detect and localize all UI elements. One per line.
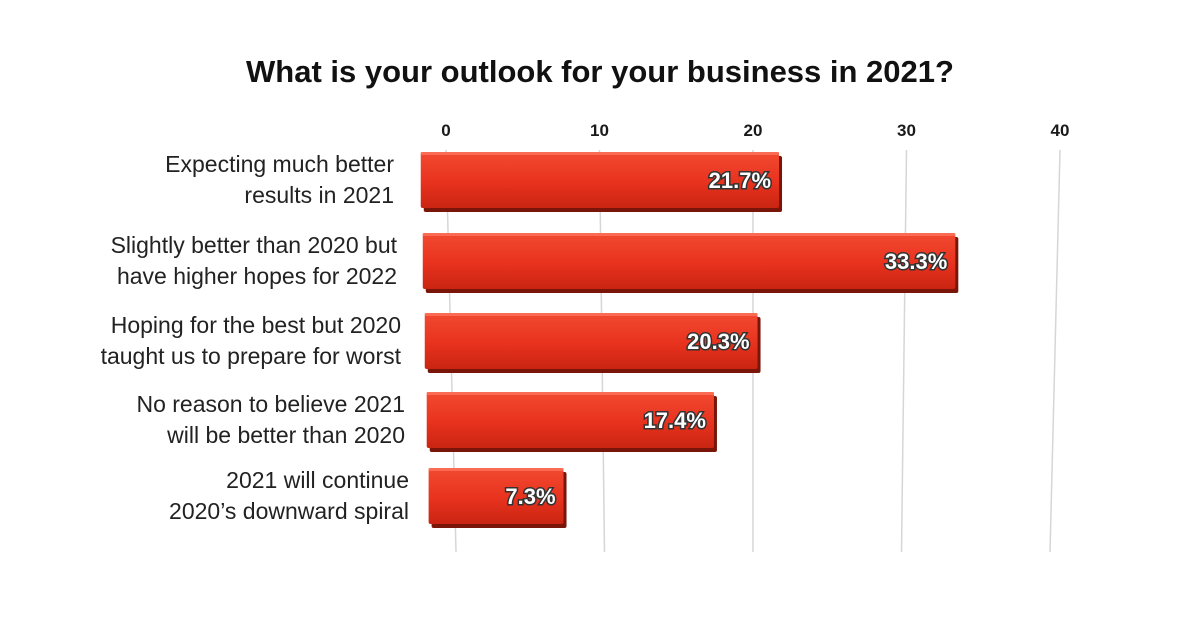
bar-highlight [424,313,758,316]
chart-title: What is your outlook for your business i… [246,54,954,89]
category-label-line: will be better than 2020 [166,422,405,448]
bar: 17.4% [426,392,717,452]
bar-value-label: 20.3% [687,329,749,354]
bar-rect [428,468,564,524]
bar-highlight [420,152,780,155]
bar-rect [426,392,714,448]
bar-value-label: 33.3% [885,249,947,274]
bar: 33.3% [422,233,959,293]
category-label-line: have higher hopes for 2022 [117,263,397,289]
category-label-line: Slightly better than 2020 but [111,232,398,258]
category-label-line: Expecting much better [165,151,394,177]
bar-value-label: 21.7% [709,168,771,193]
category-label-line: results in 2021 [244,182,394,208]
x-tick-label: 20 [744,121,763,140]
bar: 21.7% [420,152,783,212]
x-tick-label: 10 [590,121,609,140]
category-label: Hoping for the best but 2020 taught us to… [101,312,402,369]
gridline [1049,149,1061,553]
category-label-line: taught us to prepare for worst [101,343,402,369]
gridline [900,149,908,553]
bar-value-label: 17.4% [644,408,706,433]
category-label-line: Hoping for the best but 2020 [111,312,401,338]
bar-rect [424,313,758,369]
category-label: Expecting much better results in 2021 [165,151,394,208]
x-axis-ticks: 0 10 20 30 40 [441,121,1069,140]
category-label: Slightly better than 2020 but have higher… [111,232,398,289]
bar-highlight [428,468,564,471]
bar-rect [422,233,956,289]
bar: 7.3% [428,468,567,528]
x-tick-label: 0 [441,121,450,140]
bar: 20.3% [424,313,761,373]
category-label-line: 2021 will continue [226,467,409,493]
x-tick-label: 40 [1051,121,1070,140]
category-label: No reason to believe 2021 will be better … [136,391,405,448]
category-label-line: 2020’s downward spiral [169,498,409,524]
bar-rect [420,152,780,208]
bar-highlight [426,392,714,395]
category-labels: Expecting much better results in 2021 Slig… [101,151,409,524]
category-label-line: No reason to believe 2021 [136,391,405,417]
bars: 21.7% 33.3% 20.3% 17.4% 7.3% [420,152,959,528]
bar-highlight [422,233,956,236]
category-label: 2021 will continue 2020’s downward spiral [169,467,409,524]
bar-value-label: 7.3% [505,484,555,509]
x-tick-label: 30 [897,121,916,140]
